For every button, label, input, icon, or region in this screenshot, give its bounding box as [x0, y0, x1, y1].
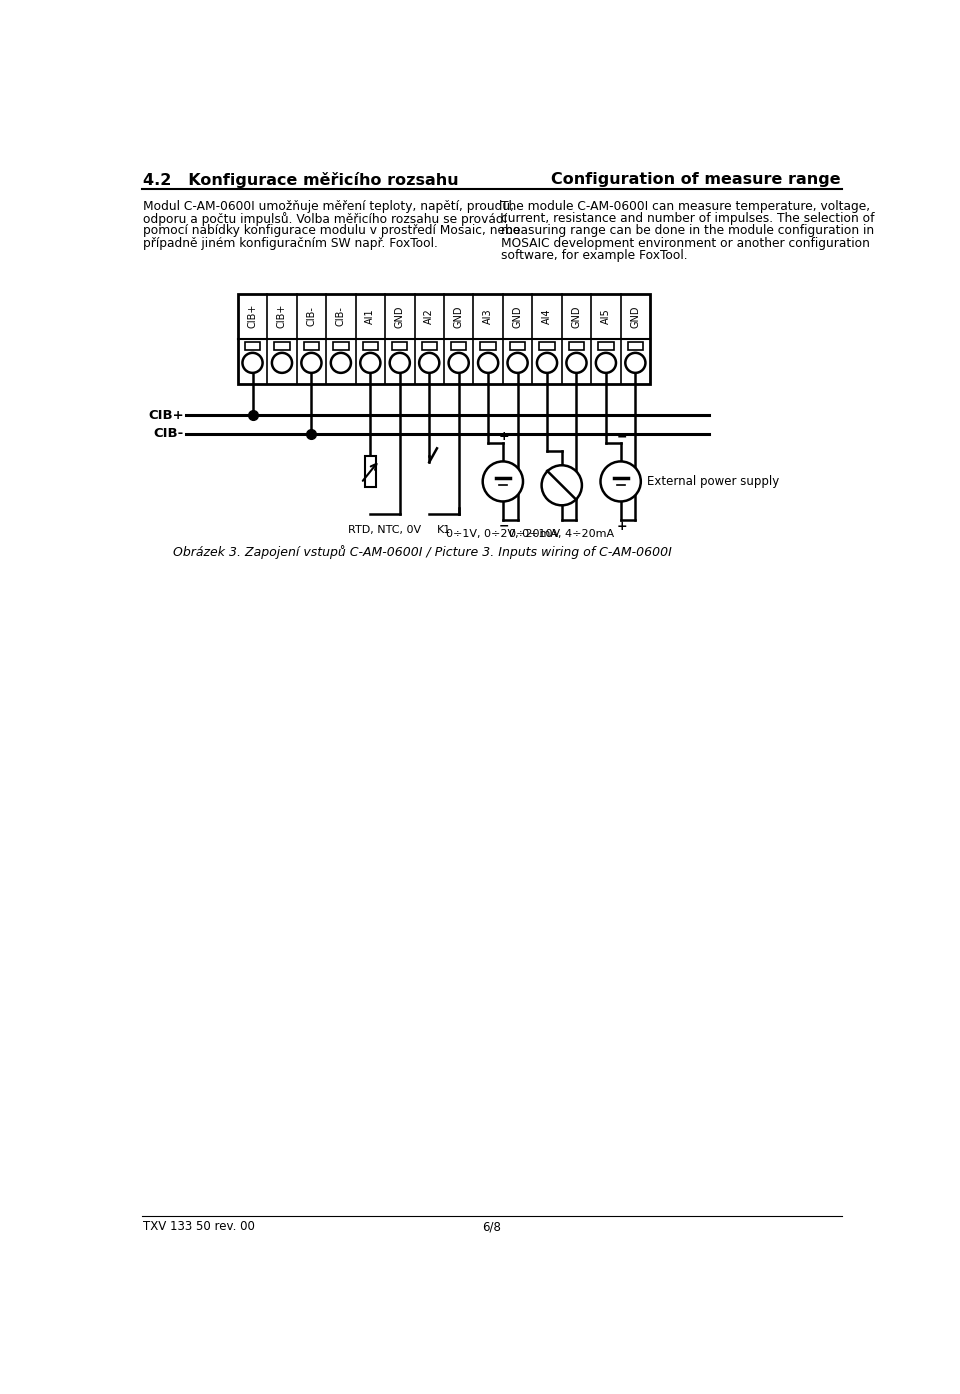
Circle shape: [390, 353, 410, 372]
Text: TXV 133 50 rev. 00: TXV 133 50 rev. 00: [143, 1220, 255, 1234]
Circle shape: [625, 353, 645, 372]
Text: +: +: [498, 431, 509, 443]
Text: AI1: AI1: [366, 308, 375, 323]
Text: Modul C-AM-0600I umožňuje měření teploty, napětí, proudu,: Modul C-AM-0600I umožňuje měření teploty…: [143, 199, 515, 213]
Text: MOSAIC development environment or another configuration: MOSAIC development environment or anothe…: [501, 237, 870, 250]
Text: current, resistance and number of impulses. The selection of: current, resistance and number of impuls…: [501, 212, 875, 224]
Bar: [421, 342, 437, 350]
Text: Obrázek 3. Zapojení vstupů C-AM-0600I / Picture 3. Inputs wiring of C-AM-0600I: Obrázek 3. Zapojení vstupů C-AM-0600I / …: [173, 545, 672, 559]
Bar: [238, 294, 650, 385]
Text: GND: GND: [571, 305, 582, 328]
Circle shape: [508, 353, 528, 372]
Bar: [598, 342, 613, 350]
Text: The module C-AM-0600I can measure temperature, voltage,: The module C-AM-0600I can measure temper…: [501, 199, 871, 213]
Bar: [303, 342, 319, 350]
Text: CIB-: CIB-: [336, 307, 346, 326]
Text: GND: GND: [631, 305, 640, 328]
Text: AI5: AI5: [601, 308, 611, 325]
Text: CIB+: CIB+: [148, 408, 183, 422]
Text: 0÷1V, 0÷2V, 0÷10V: 0÷1V, 0÷2V, 0÷10V: [445, 530, 560, 539]
Text: −: −: [498, 520, 509, 533]
Text: External power supply: External power supply: [647, 475, 780, 488]
Circle shape: [272, 353, 292, 372]
Bar: [365, 456, 375, 487]
Bar: [451, 342, 467, 350]
Circle shape: [360, 353, 380, 372]
Text: K1: K1: [437, 526, 451, 535]
Text: measuring range can be done in the module configuration in: measuring range can be done in the modul…: [501, 224, 875, 237]
Bar: [363, 342, 378, 350]
Text: Configuration of measure range: Configuration of measure range: [551, 171, 841, 187]
Bar: [392, 342, 407, 350]
Bar: [628, 342, 643, 350]
Bar: [569, 342, 584, 350]
Text: 0÷20mA, 4÷20mA: 0÷20mA, 4÷20mA: [509, 530, 614, 539]
Text: CIB-: CIB-: [306, 307, 317, 326]
Text: GND: GND: [454, 305, 464, 328]
Circle shape: [601, 461, 641, 502]
Text: +: +: [617, 520, 628, 533]
Bar: [480, 342, 495, 350]
Text: 4.2   Konfigurace měřicího rozsahu: 4.2 Konfigurace měřicího rozsahu: [143, 171, 459, 188]
Text: AI2: AI2: [424, 308, 434, 325]
Text: −: −: [617, 431, 628, 443]
Bar: [510, 342, 525, 350]
Text: AI3: AI3: [483, 308, 493, 323]
Text: GND: GND: [395, 305, 405, 328]
Bar: [245, 342, 260, 350]
Text: CIB-: CIB-: [154, 427, 183, 441]
Circle shape: [301, 353, 322, 372]
Circle shape: [331, 353, 351, 372]
Text: RTD, NTC, 0V: RTD, NTC, 0V: [348, 526, 421, 535]
Circle shape: [420, 353, 440, 372]
Circle shape: [448, 353, 468, 372]
Text: AI4: AI4: [542, 308, 552, 323]
Text: GND: GND: [513, 305, 522, 328]
Circle shape: [478, 353, 498, 372]
Text: 6/8: 6/8: [483, 1220, 501, 1234]
Text: CIB+: CIB+: [248, 304, 257, 329]
Bar: [333, 342, 348, 350]
Circle shape: [566, 353, 587, 372]
Circle shape: [537, 353, 557, 372]
Text: odporu a počtu impulsů. Volba měřicího rozsahu se provádí: odporu a počtu impulsů. Volba měřicího r…: [143, 212, 507, 226]
Circle shape: [483, 461, 523, 502]
Text: software, for example FoxTool.: software, for example FoxTool.: [501, 250, 688, 262]
Circle shape: [541, 466, 582, 505]
Bar: [275, 342, 290, 350]
Circle shape: [243, 353, 263, 372]
Circle shape: [596, 353, 616, 372]
Text: CIB+: CIB+: [277, 304, 287, 329]
Text: případně jiném konfiguračním SW např. FoxTool.: případně jiném konfiguračním SW např. Fo…: [143, 237, 438, 250]
Text: pomocí nabídky konfigurace modulu v prostředí Mosaic, nebo: pomocí nabídky konfigurace modulu v pros…: [143, 224, 520, 237]
Bar: [540, 342, 555, 350]
